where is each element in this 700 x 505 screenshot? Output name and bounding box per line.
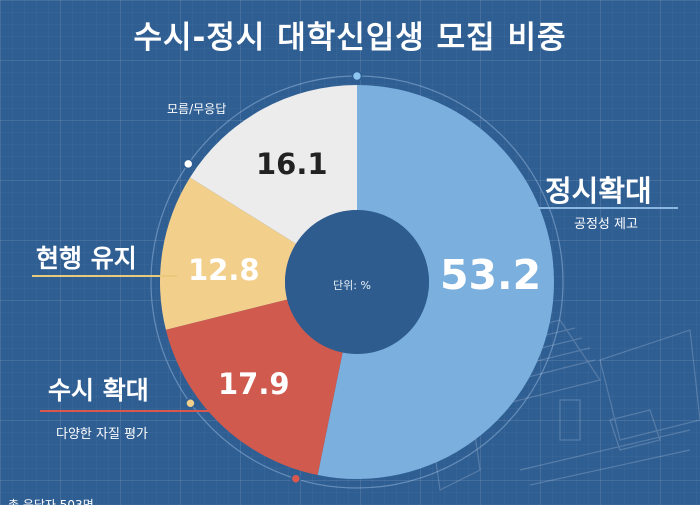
- dot-bottom-marker: [290, 473, 302, 484]
- donut-hole: [285, 210, 429, 354]
- legend-label-hyeonhaeng: 현행 유지: [36, 244, 137, 273]
- legend-underline-susi: [40, 410, 210, 412]
- data-label-jeongsi: 53.2: [440, 251, 542, 299]
- donut-slice-moreum: [190, 85, 357, 244]
- dot-left-marker: [185, 397, 196, 409]
- donut-slice-hyeonhaeng: [159, 177, 296, 330]
- data-label-susi: 17.9: [218, 367, 290, 401]
- legend-sublabel-susi: 다양한 자질 평가: [56, 427, 148, 442]
- dot-upper-left-marker: [182, 158, 194, 170]
- respondent-count: 총 응답자 503명: [8, 498, 94, 505]
- donut-ring: [159, 85, 555, 479]
- legend-label-susi: 수시 확대: [48, 376, 149, 405]
- legend-underline-hyeonhaeng: [32, 275, 177, 277]
- legend-underline-jeongsi: [538, 207, 678, 209]
- legend-label-jeongsi: 정시확대: [545, 174, 652, 208]
- ring-decorations: [150, 70, 564, 489]
- unit-label: 단위: %: [333, 279, 371, 292]
- donut-slice-jeongsi: [317, 85, 555, 479]
- donut-slice-susi: [165, 299, 343, 476]
- legend-label-moreum: 모름/무응답: [167, 102, 227, 116]
- data-label-hyeonhaeng: 12.8: [188, 253, 260, 287]
- legend-sublabel-jeongsi: 공정성 제고: [574, 217, 638, 232]
- data-label-moreum: 16.1: [256, 147, 328, 181]
- chart-title: 수시-정시 대학신입생 모집 비중: [133, 20, 567, 56]
- dot-top-marker: [351, 70, 363, 82]
